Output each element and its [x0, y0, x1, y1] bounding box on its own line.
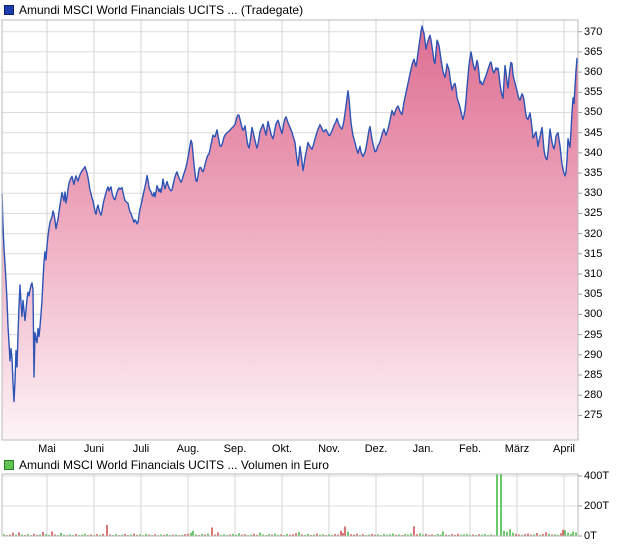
price-ytick-label: 345 — [584, 127, 603, 139]
price-chart-header: Amundi MSCI World Financials UCITS ... (… — [4, 4, 303, 16]
volume-ytick-label: 400T — [584, 470, 610, 482]
price-ytick-label: 300 — [584, 308, 603, 320]
price-ytick-label: 305 — [584, 288, 603, 300]
month-tick-label: Feb. — [458, 443, 481, 455]
price-ytick-label: 315 — [584, 248, 603, 260]
price-ytick-label: 335 — [584, 167, 603, 179]
price-ytick-label: 275 — [584, 409, 603, 421]
month-tick-label: Okt. — [271, 443, 293, 455]
month-tick-label: Juli — [132, 443, 150, 455]
month-tick-label: Mai — [38, 443, 56, 455]
month-tick-label: Sep. — [223, 443, 247, 455]
month-tick-label: Juni — [83, 443, 105, 455]
volume-ytick-label: 200T — [584, 500, 610, 512]
price-ytick-label: 370 — [584, 26, 603, 38]
price-ytick-label: 285 — [584, 369, 603, 381]
price-ytick-label: 290 — [584, 349, 603, 361]
price-ytick-label: 310 — [584, 268, 603, 280]
price-ytick-label: 365 — [584, 46, 603, 58]
volume-chart-header: Amundi MSCI World Financials UCITS ... V… — [4, 459, 329, 471]
price-ytick-label: 280 — [584, 389, 603, 401]
month-tick-label: Dez. — [364, 443, 388, 455]
month-tick-label: April — [552, 443, 575, 455]
price-ytick-label: 295 — [584, 329, 603, 341]
price-ytick-label: 330 — [584, 187, 603, 199]
price-ytick-label: 340 — [584, 147, 603, 159]
volume-chart-title: Amundi MSCI World Financials UCITS ... V… — [19, 458, 329, 472]
price-ytick-label: 360 — [584, 66, 603, 78]
month-tick-label: März — [504, 443, 530, 455]
volume-series-swatch-icon — [4, 460, 14, 470]
volume-ytick-label: 0T — [584, 530, 597, 542]
month-tick-label: Nov. — [318, 443, 340, 455]
price-ytick-label: 355 — [584, 86, 603, 98]
month-tick-label: Jan. — [412, 443, 434, 455]
price-ytick-label: 325 — [584, 207, 603, 219]
price-chart-title: Amundi MSCI World Financials UCITS ... (… — [19, 3, 304, 17]
month-tick-label: Aug. — [176, 443, 200, 455]
price-ytick-label: 320 — [584, 228, 603, 240]
price-ytick-label: 350 — [584, 106, 603, 118]
price-series-swatch-icon — [4, 5, 14, 15]
